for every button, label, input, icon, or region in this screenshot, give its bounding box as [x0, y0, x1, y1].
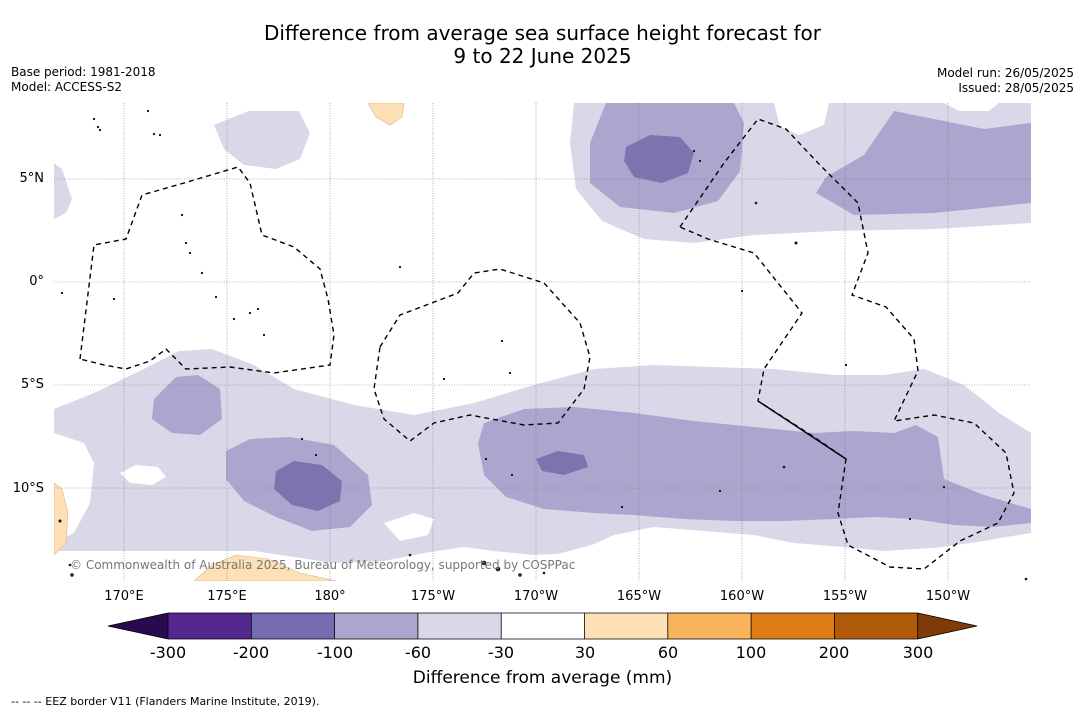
meta-left: Base period: 1981-2018 Model: ACCESS-S2	[11, 65, 156, 95]
contour-light-west-strip	[54, 409, 78, 425]
colorbar-tick: 60	[657, 643, 679, 662]
lat-label-10s: 10°S	[12, 481, 44, 496]
contour-positive-west	[54, 482, 69, 556]
contour-gap-north	[774, 103, 829, 135]
colorbar-tick: -300	[149, 643, 187, 662]
contour-positive-south	[193, 554, 337, 581]
meta-right: Model run: 26/05/2025 Issued: 28/05/2025	[937, 66, 1074, 96]
model-name: Model: ACCESS-S2	[11, 80, 123, 94]
contour-medium-south-a	[152, 375, 222, 435]
colorbar-extend-low	[108, 613, 168, 639]
eez-legend-note: -- -- -- EEZ border V11 (Flanders Marine…	[11, 695, 320, 708]
contour-positive-north	[367, 103, 405, 126]
contour-gap-south-c	[554, 537, 704, 569]
model-run: Model run: 26/05/2025	[936, 66, 1074, 80]
contour-gap-north2	[944, 103, 999, 111]
map-title-line2: 9 to 22 June 2025	[453, 44, 632, 68]
lon-label-170e: 170°E	[104, 589, 144, 604]
colorbar-tick: -200	[232, 643, 270, 662]
colorbar-segment	[834, 613, 918, 639]
colorbar-tick: 100	[735, 643, 767, 662]
colorbar	[107, 612, 978, 640]
map-gridlines	[54, 103, 1031, 581]
contour-medium-south-c	[478, 407, 1031, 527]
colorbar-tick: -100	[316, 643, 354, 662]
contour-dark-south-b	[536, 451, 588, 475]
contour-gap-south-d	[914, 539, 1031, 581]
lon-label-180: 180°	[314, 589, 346, 604]
eez-borders	[79, 118, 1015, 570]
colorbar-segment	[168, 613, 252, 639]
contour-light-nw	[214, 111, 310, 169]
colorbar-tick: -60	[404, 643, 432, 662]
colorbar-segment	[251, 613, 335, 639]
lon-label-150w: 150°W	[925, 589, 971, 604]
contour-gap-south-a	[120, 465, 166, 485]
contour-light-west-edge	[54, 163, 72, 219]
colorbar-label: Difference from average (mm)	[412, 668, 673, 688]
lat-label-5n: 5°N	[19, 171, 45, 186]
lon-label-155w: 155°W	[822, 589, 868, 604]
colorbar-segment	[667, 613, 752, 639]
islands	[58, 109, 1028, 581]
sea-level-map	[54, 103, 1031, 581]
colorbar-segment	[501, 613, 585, 639]
colorbar-tick: -30	[487, 643, 515, 662]
contour-dark-north	[624, 135, 694, 183]
colorbar-extend-high	[917, 613, 977, 639]
colorbar-tick: 300	[902, 643, 934, 662]
map-title-line1: Difference from average sea surface heig…	[263, 21, 822, 45]
contour-gap-south-b	[384, 513, 434, 541]
colorbar-dividers	[167, 613, 919, 639]
eez-solid-segment	[757, 400, 847, 460]
copyright-notice: © Commonwealth of Australia 2025, Bureau…	[70, 558, 576, 572]
lon-label-170w: 170°W	[513, 589, 559, 604]
lon-label-160w: 160°W	[719, 589, 765, 604]
colorbar-segment	[334, 613, 418, 639]
colorbar-segment	[417, 613, 502, 639]
base-period: Base period: 1981-2018	[11, 65, 156, 79]
lon-label-175e: 175°E	[207, 589, 247, 604]
lon-label-175w: 175°W	[410, 589, 456, 604]
colorbar-segment	[751, 613, 835, 639]
lat-label-0: 0°	[29, 274, 44, 289]
colorbar-tick: 30	[574, 643, 596, 662]
colorbar-tick: 200	[818, 643, 850, 662]
lon-label-165w: 165°W	[616, 589, 662, 604]
colorbar-segment	[584, 613, 668, 639]
lat-label-5s: 5°S	[20, 377, 44, 392]
contour-dark-south-a	[274, 461, 342, 511]
issued-date: Issued: 28/05/2025	[958, 81, 1074, 95]
contour-medium-north-b	[816, 111, 1031, 215]
